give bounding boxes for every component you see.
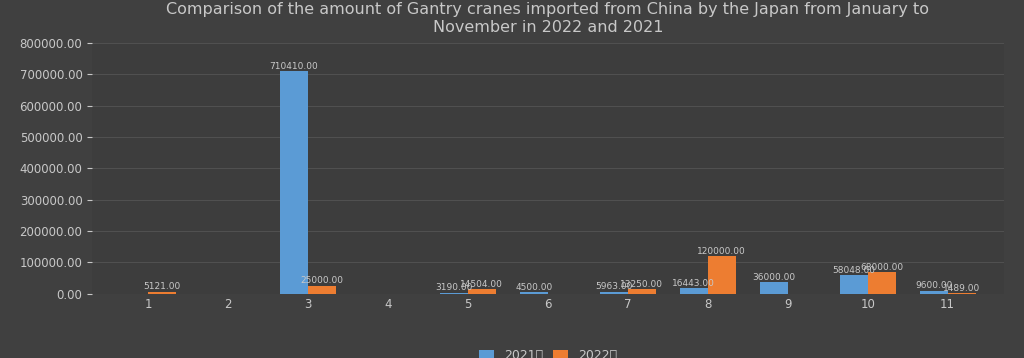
- Bar: [760, 282, 787, 294]
- Bar: [628, 289, 655, 294]
- Text: 25000.00: 25000.00: [300, 276, 343, 285]
- Bar: [280, 71, 308, 294]
- Text: 4500.00: 4500.00: [515, 283, 553, 292]
- Bar: [920, 291, 947, 294]
- Legend: 2021年, 2022年: 2021年, 2022年: [478, 349, 617, 358]
- Text: 14504.00: 14504.00: [461, 280, 504, 289]
- Bar: [947, 293, 976, 294]
- Text: 120000.00: 120000.00: [697, 247, 746, 256]
- Bar: [600, 292, 628, 294]
- Text: 1489.00: 1489.00: [943, 284, 980, 292]
- Bar: [468, 289, 496, 294]
- Text: 3190.00: 3190.00: [435, 283, 473, 292]
- Bar: [840, 275, 867, 294]
- Text: 16443.00: 16443.00: [673, 279, 715, 288]
- Text: 9600.00: 9600.00: [914, 281, 952, 290]
- Bar: [520, 292, 548, 294]
- Text: 710410.00: 710410.00: [269, 62, 318, 71]
- Bar: [440, 292, 468, 294]
- Text: 5963.00: 5963.00: [595, 282, 633, 291]
- Bar: [867, 272, 896, 294]
- Text: 36000.00: 36000.00: [752, 273, 796, 282]
- Title: Comparison of the amount of Gantry cranes imported from China by the Japan from : Comparison of the amount of Gantry crane…: [166, 3, 930, 35]
- Text: 13250.00: 13250.00: [621, 280, 664, 289]
- Text: 68000.00: 68000.00: [860, 263, 903, 272]
- Bar: [680, 289, 708, 294]
- Bar: [308, 286, 336, 294]
- Text: 58048.00: 58048.00: [833, 266, 876, 275]
- Text: 5121.00: 5121.00: [143, 282, 180, 291]
- Bar: [148, 292, 176, 294]
- Bar: [708, 256, 735, 294]
